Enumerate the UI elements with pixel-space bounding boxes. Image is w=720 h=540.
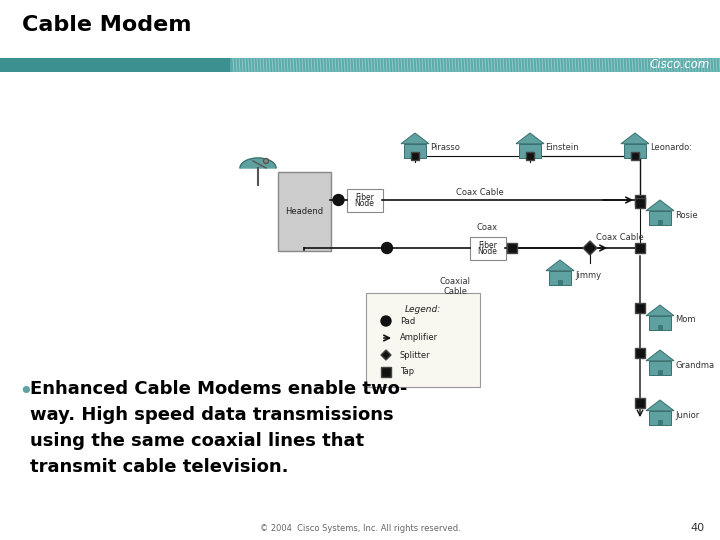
Text: Node: Node [477, 247, 498, 256]
Bar [649, 411, 671, 425]
Bar [631, 152, 639, 160]
Bar [411, 152, 419, 160]
Text: Coax Cable: Coax Cable [456, 188, 504, 197]
Polygon shape [621, 133, 649, 144]
Bar [230, 58, 720, 72]
Bar [624, 144, 646, 158]
Polygon shape [646, 400, 674, 411]
Polygon shape [516, 133, 544, 144]
Text: Headend: Headend [285, 206, 323, 215]
Text: transmit cable television.: transmit cable television. [30, 458, 289, 476]
Text: Cable Modem: Cable Modem [22, 15, 192, 35]
Text: Amplifier: Amplifier [400, 334, 438, 342]
Bar [635, 195, 645, 205]
Text: way. High speed data transmissions: way. High speed data transmissions [30, 406, 394, 424]
Polygon shape [240, 158, 276, 168]
Circle shape [381, 316, 391, 326]
FancyBboxPatch shape [469, 237, 505, 260]
Polygon shape [381, 350, 391, 360]
Text: 40: 40 [691, 523, 705, 533]
Bar [528, 153, 532, 158]
Text: Enhanced Cable Modems enable two-: Enhanced Cable Modems enable two- [30, 380, 408, 398]
Text: © 2004  Cisco Systems, Inc. All rights reserved.: © 2004 Cisco Systems, Inc. All rights re… [260, 524, 460, 533]
Text: Einstein: Einstein [545, 144, 579, 152]
Text: Cisco.com: Cisco.com [649, 58, 710, 71]
Polygon shape [546, 260, 574, 271]
Text: •: • [18, 380, 32, 404]
FancyBboxPatch shape [277, 172, 330, 251]
Text: Pirasso: Pirasso [430, 144, 460, 152]
Bar [519, 144, 541, 158]
Bar [0, 58, 230, 72]
Text: Coax Cable: Coax Cable [596, 233, 644, 242]
Text: Node: Node [354, 199, 374, 208]
Bar [649, 316, 671, 330]
Text: Grandma: Grandma [675, 361, 714, 369]
Polygon shape [646, 305, 674, 316]
Bar [635, 303, 645, 313]
Text: Splitter: Splitter [400, 350, 431, 360]
Bar [657, 220, 662, 225]
Bar [657, 369, 662, 375]
Bar [635, 198, 645, 208]
Text: Coaxial
Cable: Coaxial Cable [439, 277, 470, 296]
FancyBboxPatch shape [346, 188, 382, 212]
Text: Leonardo:: Leonardo: [650, 144, 692, 152]
Bar [557, 280, 562, 285]
Polygon shape [401, 133, 429, 144]
Text: Coax: Coax [477, 223, 498, 232]
Circle shape [382, 242, 392, 253]
Bar [633, 153, 637, 158]
Bar [549, 271, 571, 285]
Bar [657, 420, 662, 425]
Bar [657, 325, 662, 330]
Text: Fiber: Fiber [355, 192, 374, 201]
Bar [635, 243, 645, 253]
Circle shape [333, 194, 344, 206]
Bar [404, 144, 426, 158]
Bar [649, 361, 671, 375]
Text: Junior: Junior [675, 410, 699, 420]
Text: Legend:: Legend: [405, 305, 441, 314]
Bar [526, 152, 534, 160]
Text: Rosie: Rosie [675, 211, 698, 219]
Polygon shape [646, 350, 674, 361]
Text: Fiber: Fiber [478, 240, 497, 249]
Text: using the same coaxial lines that: using the same coaxial lines that [30, 432, 364, 450]
Bar [635, 348, 645, 358]
Circle shape [264, 159, 269, 164]
FancyBboxPatch shape [366, 293, 480, 387]
Polygon shape [646, 200, 674, 211]
Bar [381, 367, 391, 377]
Text: Jimmy: Jimmy [575, 271, 601, 280]
Bar [507, 243, 517, 253]
Text: Tap: Tap [400, 368, 414, 376]
Bar [649, 211, 671, 225]
Polygon shape [583, 241, 597, 255]
Bar [413, 153, 418, 158]
Text: Mom: Mom [675, 315, 696, 325]
Bar [635, 398, 645, 408]
Text: Pad: Pad [400, 316, 415, 326]
